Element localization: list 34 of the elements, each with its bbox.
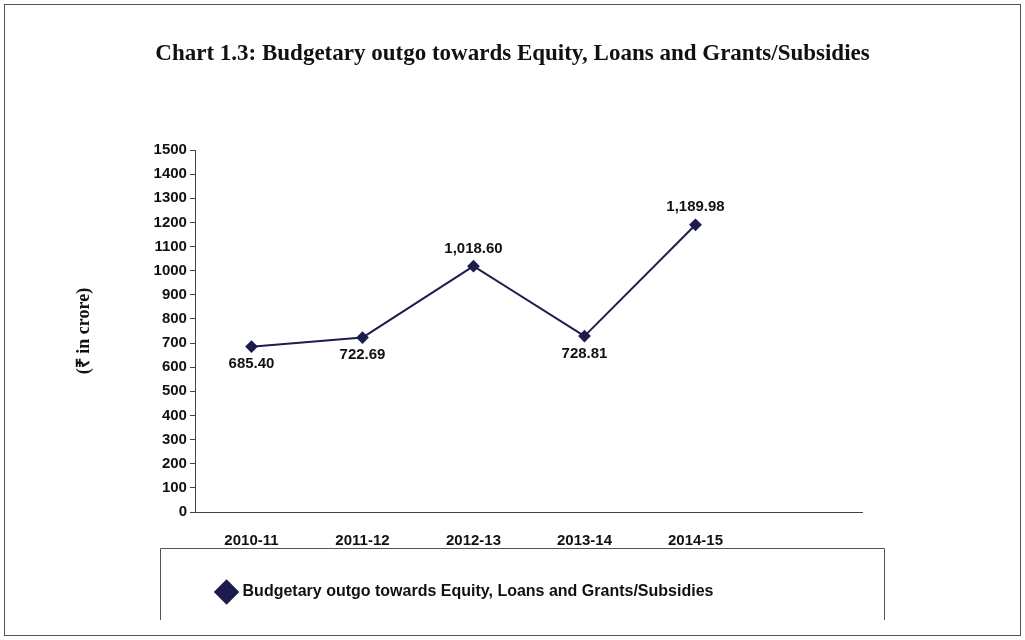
data-label: 722.69 <box>339 345 386 363</box>
x-tick-label: 2010-11 <box>224 531 279 549</box>
point <box>467 260 480 273</box>
y-tick-label: 900 <box>161 284 187 302</box>
data-label: 685.40 <box>228 354 275 372</box>
y-tick-label: 500 <box>161 381 187 399</box>
legend-label: Budgetary outgo towards Equity, Loans and Grants/Subsidies <box>242 582 714 600</box>
point <box>689 218 702 231</box>
y-tick-label: 1500 <box>153 140 187 158</box>
point <box>578 330 591 343</box>
x-tick-label: 2014-15 <box>667 531 724 549</box>
y-tick-label: 800 <box>161 309 187 327</box>
y-tick-label: 300 <box>161 429 187 447</box>
x-tick-label: 2011-12 <box>335 531 390 549</box>
y-tick-label: 1300 <box>153 188 187 206</box>
y-tick-label: 1000 <box>153 260 187 278</box>
point <box>356 331 369 344</box>
y-tick-label: 1400 <box>153 164 187 182</box>
point <box>245 340 258 353</box>
y-tick-label: 100 <box>161 478 187 496</box>
y-axis-title: (₹ in crore) <box>73 287 95 375</box>
y-tick-label: 1100 <box>154 236 187 254</box>
y-tick-label: 0 <box>178 502 187 520</box>
y-tick-label: 400 <box>161 405 187 423</box>
y-tick-label: 1200 <box>153 212 187 230</box>
x-tick-label: 2013-14 <box>556 531 613 549</box>
y-tick-label: 200 <box>161 453 187 471</box>
data-label: 1,018.60 <box>444 238 503 256</box>
y-tick-label: 700 <box>161 333 187 351</box>
data-label: 728.81 <box>561 343 608 361</box>
data-label: 1,189.98 <box>666 197 725 215</box>
chart-title: Chart 1.3: Budgetary outgo towards Equity, Loans and Grants/Subsidies <box>154 40 871 66</box>
x-tick-label: 2012-13 <box>445 531 502 549</box>
y-tick-label: 600 <box>161 357 187 375</box>
